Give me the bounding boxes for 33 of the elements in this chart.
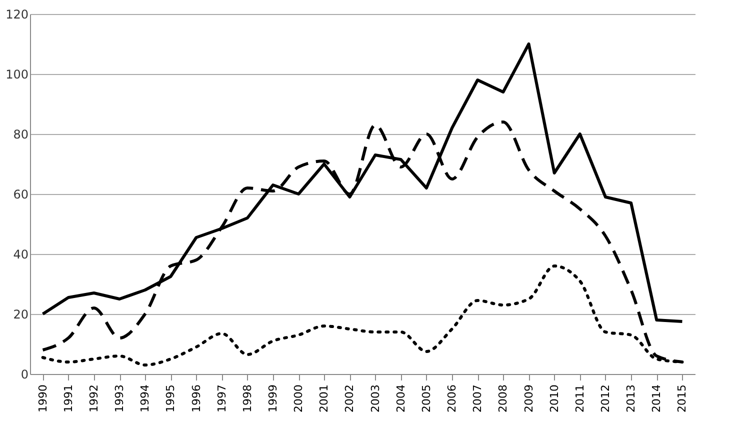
x-tick-label: 2000 (292, 384, 306, 412)
x-tick-label: 2008 (496, 384, 510, 412)
y-tick-label: 60 (13, 188, 28, 202)
x-tick-label: 2014 (650, 384, 664, 412)
y-tick-label: 20 (13, 308, 28, 322)
y-tick-label: 80 (13, 128, 28, 142)
x-tick-label: 2001 (318, 384, 331, 412)
x-tick-label: 2006 (446, 384, 459, 412)
x-tick-label: 2015 (676, 384, 689, 412)
x-tick-label: 1999 (266, 384, 280, 412)
y-tick-label: 100 (6, 68, 28, 82)
x-tick-label: 1993 (113, 384, 126, 412)
x-tick-label: 1990 (36, 384, 50, 412)
x-tick-label: 2009 (522, 384, 536, 412)
x-tick-label: 2002 (343, 384, 356, 412)
x-tick-label: 1997 (215, 384, 228, 412)
x-tick-label: 2007 (471, 384, 484, 412)
x-tick-label: 2003 (368, 384, 382, 412)
y-tick-label: 40 (13, 248, 28, 262)
x-tick-label: 1991 (62, 384, 75, 412)
x-tick-label: 2011 (573, 384, 586, 412)
x-tick-label: 1995 (164, 384, 178, 412)
x-tick-label: 2010 (548, 384, 561, 412)
x-tick-label: 2012 (598, 384, 612, 412)
x-tick-label: 1998 (240, 384, 254, 412)
x-tick-label: 2005 (420, 384, 433, 412)
x-tick-label: 2013 (624, 384, 638, 412)
x-tick-label: 1992 (87, 384, 100, 412)
x-tick-label: 1994 (138, 384, 152, 412)
x-tick-label: 1996 (190, 384, 203, 412)
y-tick-label: 0 (20, 368, 28, 382)
x-tick-label: 2004 (394, 384, 408, 412)
y-tick-label: 120 (6, 8, 28, 22)
